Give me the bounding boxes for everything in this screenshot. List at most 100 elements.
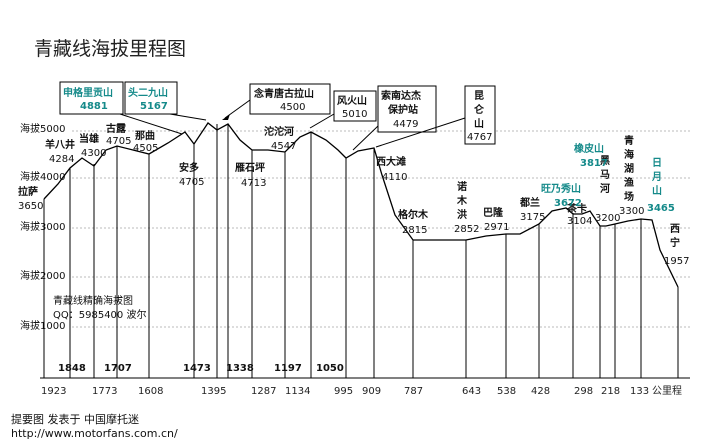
place-name: 沱沱河: [264, 125, 294, 138]
svg-text:1923: 1923: [41, 386, 66, 397]
svg-text:787: 787: [404, 386, 423, 397]
place-value: 2852: [454, 224, 479, 235]
y-label-3000: 海拔3000: [20, 220, 65, 233]
pass-name-vertical: 日: [652, 157, 662, 169]
pass-name-vertical: 月: [651, 171, 662, 183]
place-name-vertical: 诺: [457, 180, 467, 193]
place-name: 那曲: [135, 129, 155, 142]
place-name-vertical: 湖: [624, 162, 634, 175]
place-value: 1957: [664, 256, 689, 267]
place-value: 4547: [271, 141, 296, 152]
place-name: 巴隆: [483, 206, 504, 219]
svg-text:1608: 1608: [138, 386, 163, 397]
place-value: 3650: [18, 201, 43, 212]
place-name-vertical: 海: [624, 148, 634, 161]
svg-text:1338: 1338: [226, 363, 254, 374]
place-name-vertical: 马: [600, 169, 610, 181]
pass-value: 5167: [140, 101, 168, 112]
pass-value: 3817: [580, 158, 608, 169]
y-label-2000: 海拔2000: [20, 269, 65, 282]
place-name-vertical: 木: [456, 194, 468, 207]
svg-text:643: 643: [462, 386, 481, 397]
x-axis-labels: 1923 1773 1608 1395 1287 1134 995 909 78…: [41, 385, 682, 397]
place-name: 当雄: [79, 132, 99, 145]
place-name: 古露: [106, 122, 127, 135]
pass-name-part: 保护站: [387, 103, 418, 116]
pass-value: 4767: [467, 132, 492, 143]
pass-value: 4500: [280, 102, 305, 113]
place-name: 安多: [179, 161, 199, 174]
svg-text:995: 995: [334, 386, 353, 397]
pass-callouts: 申格里贡山 4881 头二九山 5167 念青唐古拉山 4500 风火山 501…: [59, 81, 675, 214]
place-name-vertical: 渔: [624, 176, 634, 189]
pass-value: 4479: [393, 119, 418, 130]
svg-text:1395: 1395: [201, 386, 226, 397]
place-value: 4284: [49, 154, 74, 165]
y-label-1000: 海拔1000: [20, 319, 65, 332]
svg-text:1287: 1287: [251, 386, 276, 397]
place-name: 格尔木: [398, 208, 429, 221]
pass-value: 5010: [342, 109, 367, 120]
svg-text:1050: 1050: [316, 363, 344, 374]
svg-text:1773: 1773: [92, 386, 117, 397]
pass-value: 4881: [80, 101, 108, 112]
place-name: 雁石坪: [235, 161, 265, 174]
note-line-2: QQ：5985400 波尔: [53, 308, 146, 321]
pass-name: 头二九山: [128, 86, 168, 99]
pass-value: 3672: [554, 198, 582, 209]
place-value: 4505: [133, 143, 158, 154]
svg-text:909: 909: [362, 386, 381, 397]
place-name: 西大滩: [376, 155, 406, 168]
place-name: 拉萨: [18, 185, 38, 198]
svg-text:218: 218: [601, 386, 620, 397]
svg-text:133: 133: [630, 386, 649, 397]
place-name-vertical: 青: [624, 134, 634, 147]
pass-name-part: 山: [474, 117, 484, 130]
place-name: 茶卡: [566, 202, 587, 215]
place-name-vertical: 河: [600, 183, 610, 195]
place-name-vertical: 洪: [457, 208, 467, 221]
footer-credit: 提要图 发表于 中国摩托迷: [11, 413, 139, 426]
inner-km-labels: 1848 1707 1473 1338 1197 1050: [58, 363, 344, 374]
place-value: 3300: [619, 206, 644, 217]
pass-name-vertical: 山: [652, 184, 662, 197]
place-value: 4705: [179, 177, 204, 188]
svg-text:1197: 1197: [274, 363, 302, 374]
svg-text:538: 538: [497, 386, 516, 397]
svg-text:1848: 1848: [58, 363, 86, 374]
pass-name-part: 昆: [474, 90, 484, 102]
pass-name: 橡皮山: [574, 142, 604, 155]
svg-text:公里程: 公里程: [652, 385, 682, 397]
station-lines: [43, 124, 679, 378]
place-labels: 拉萨 3650 羊八井 4284 当雄 4300 古露 4705 那曲 4505…: [18, 122, 689, 267]
place-name-vertical: 西: [670, 223, 680, 235]
note-line-1: 青藏线精确海拔图: [53, 294, 133, 307]
y-label-5000: 海拔5000: [20, 122, 65, 135]
place-name-vertical: 场: [624, 190, 634, 203]
place-name-vertical: 黑: [600, 155, 610, 167]
place-value: 3200: [595, 213, 620, 224]
place-value: 4300: [81, 148, 106, 159]
place-name: 羊八井: [45, 138, 75, 151]
place-value: 4705: [106, 136, 131, 147]
pass-name: 风火山: [337, 94, 367, 107]
place-value: 3175: [520, 212, 545, 223]
place-value: 4110: [382, 172, 407, 183]
place-value: 2971: [484, 222, 509, 233]
place-value: 2815: [402, 225, 427, 236]
svg-text:1134: 1134: [285, 386, 310, 397]
pass-name: 申格里贡山: [63, 86, 113, 99]
place-name-vertical: 宁: [670, 236, 680, 249]
svg-text:1707: 1707: [104, 363, 132, 374]
pass-name-part: 索南达杰: [381, 89, 421, 102]
vertical-place-names: 诺 木 洪 黑 马 河 青 海 湖 渔 场 西 宁 日 月 山: [456, 134, 680, 249]
pass-name: 念青唐古拉山: [253, 87, 314, 100]
pass-name-part: 仑: [474, 103, 485, 116]
pass-name: 旺乃秀山: [541, 182, 581, 195]
place-value: 3104: [567, 216, 592, 227]
page-title: 青藏线海拔里程图: [34, 38, 187, 60]
elevation-profile-line: [43, 122, 679, 288]
svg-text:428: 428: [531, 386, 550, 397]
place-name: 都兰: [519, 196, 540, 209]
